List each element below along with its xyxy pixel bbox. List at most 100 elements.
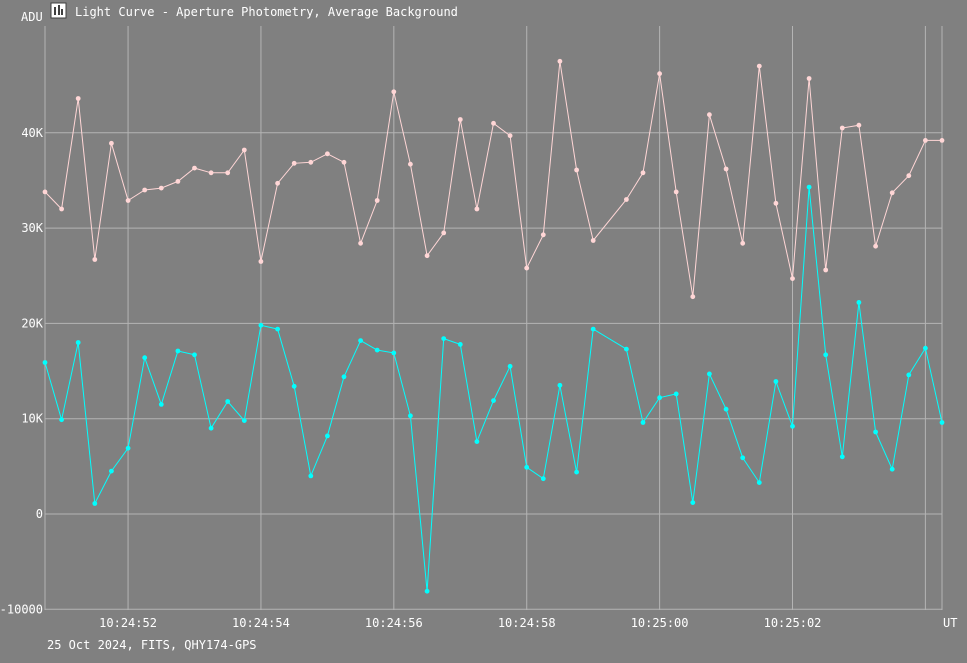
- series-1-point: [142, 187, 148, 193]
- series-1-point: [441, 230, 447, 236]
- series-1-point: [839, 125, 845, 131]
- series-2-line: [44, 187, 943, 592]
- light-curve-app-icon[interactable]: [50, 2, 67, 19]
- chart-title: Light Curve - Aperture Photometry, Avera…: [75, 5, 458, 19]
- y-tick-label: 20K: [21, 316, 43, 330]
- series-1-point: [557, 58, 563, 64]
- series-2-point: [540, 476, 546, 482]
- title-bar: Light Curve - Aperture Photometry, Avera…: [50, 2, 458, 19]
- y-axis-label: ADU: [21, 10, 43, 24]
- series-2-point: [341, 374, 347, 380]
- series-1-point: [175, 179, 181, 184]
- series-1-point: [657, 71, 662, 77]
- series-2-point: [839, 454, 845, 460]
- series-1-point: [590, 238, 596, 243]
- series-1-point: [225, 170, 231, 176]
- series-2-point: [175, 348, 181, 354]
- series-1-point: [92, 257, 98, 262]
- x-tick-label: 10:24:56: [365, 616, 423, 630]
- series-1-point: [125, 198, 131, 203]
- series-2-point: [125, 445, 131, 451]
- series-2-point: [723, 406, 729, 412]
- series-2-point: [474, 439, 480, 444]
- series-1-point: [258, 259, 264, 264]
- series-2-point: [756, 480, 762, 485]
- series-2-point: [740, 455, 746, 461]
- series-1-point: [673, 189, 679, 195]
- series-1-point: [208, 170, 214, 176]
- series-1-point: [707, 112, 712, 118]
- series-2-point: [92, 501, 98, 506]
- series-2-point: [491, 398, 496, 403]
- series-1-point: [491, 120, 496, 126]
- series-1-point: [358, 240, 363, 246]
- series-1-point: [308, 159, 314, 165]
- series-1-point: [773, 200, 779, 206]
- series-1-point: [524, 265, 530, 271]
- series-2-point: [59, 417, 64, 423]
- series-1-point: [640, 170, 646, 176]
- y-tick-label: 0: [36, 507, 43, 521]
- series-2-point: [590, 326, 596, 332]
- series-1-point: [889, 190, 895, 196]
- series-1-point: [474, 206, 480, 212]
- series-2-point: [192, 352, 197, 358]
- x-tick-label: 10:25:00: [631, 616, 689, 630]
- x-axis-label: UT: [943, 616, 957, 630]
- series-1-point: [59, 206, 64, 212]
- series-1-point: [291, 160, 297, 166]
- series-2-point: [358, 338, 363, 343]
- y-tick-label: 10K: [21, 412, 43, 426]
- grid-lines: [44, 26, 943, 610]
- series-2-point: [109, 468, 114, 474]
- axis-labels: -10000 0 10K 20K 30K 40K 10:24:52 10:24:54 10:24…: [0, 126, 821, 630]
- series-1-point: [723, 166, 729, 172]
- series-1-point: [756, 63, 762, 69]
- series-2-point: [424, 588, 430, 594]
- series-1-point: [75, 96, 81, 101]
- series-2-point: [773, 379, 779, 384]
- series-2-point: [624, 346, 629, 352]
- series-1-point: [540, 232, 546, 238]
- series-2-point: [241, 418, 247, 423]
- series-1-point: [158, 185, 164, 191]
- series-1-point: [873, 243, 878, 249]
- series-2-point: [142, 355, 148, 361]
- series-2-point: [275, 326, 280, 332]
- series-2-point: [374, 347, 380, 353]
- series-2-point: [707, 371, 712, 377]
- series-2-point: [208, 425, 214, 431]
- series-2-point: [258, 322, 264, 328]
- series-1-point: [424, 253, 430, 259]
- series-2-point: [574, 469, 579, 475]
- series-2-point: [790, 423, 795, 429]
- series-1-point: [391, 89, 397, 95]
- series-2-point: [325, 433, 330, 439]
- series-2-point: [291, 383, 297, 389]
- series-1-point: [325, 151, 330, 157]
- series-2-point: [42, 360, 48, 365]
- series-2-point: [657, 395, 662, 401]
- series-2-point: [308, 473, 314, 479]
- series-1-point: [624, 197, 629, 202]
- series-2-point: [906, 372, 912, 378]
- series-2-point: [524, 464, 530, 470]
- series-2-point: [507, 363, 513, 369]
- series-2-point: [856, 300, 862, 305]
- series-1-point: [457, 117, 463, 122]
- series-1-point: [939, 138, 945, 143]
- series-2-point: [823, 352, 829, 358]
- series-1-point: [823, 267, 829, 273]
- footer-info: 25 Oct 2024, FITS, QHY174-GPS: [47, 638, 257, 652]
- series-1-point: [192, 165, 197, 171]
- series-1-point: [740, 240, 746, 246]
- series-1-point: [408, 161, 413, 167]
- series-1-point: [574, 167, 579, 173]
- series-1-point: [856, 122, 862, 128]
- series-1-point: [241, 147, 247, 153]
- series-2-point: [408, 413, 413, 419]
- series-1-point: [790, 276, 795, 281]
- x-tick-label: 10:24:52: [99, 616, 157, 630]
- series-2-point: [873, 429, 878, 435]
